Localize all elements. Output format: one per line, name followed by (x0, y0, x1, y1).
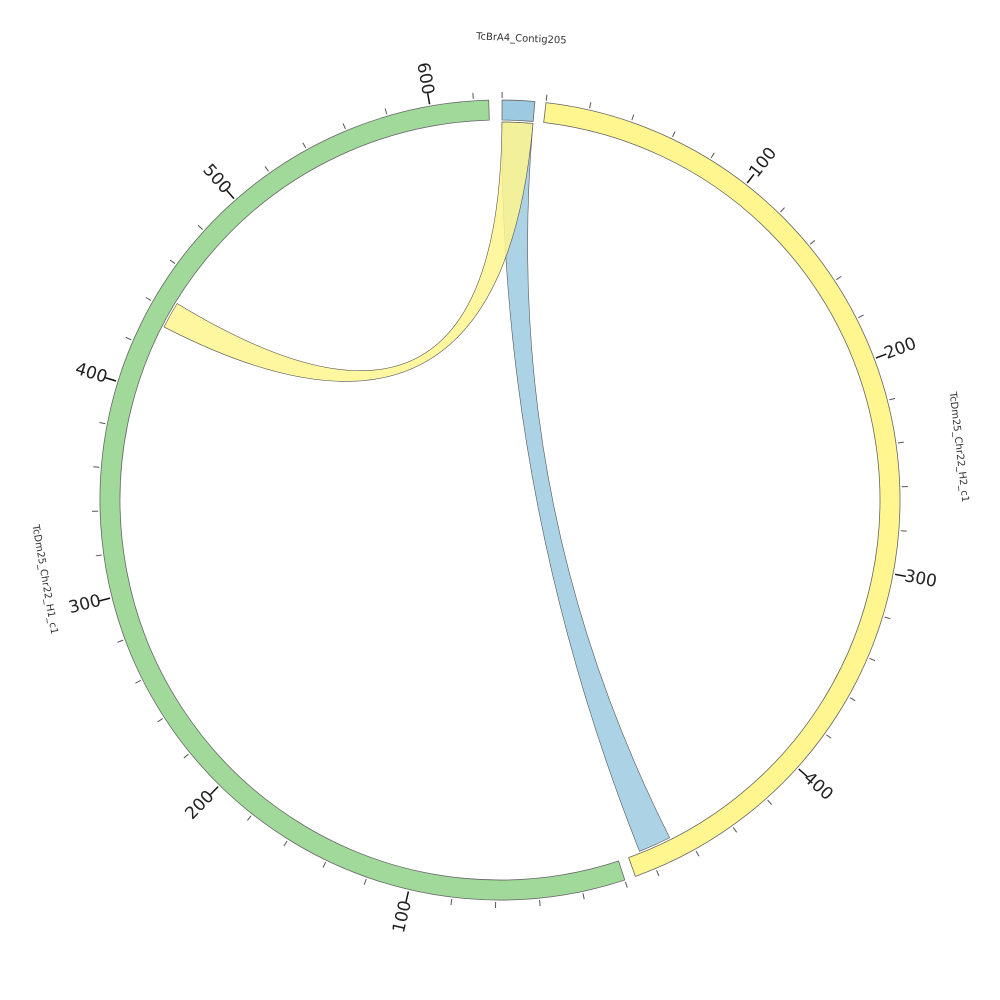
minor-tick (858, 314, 864, 319)
tick-label: 300 (903, 566, 939, 592)
links (163, 121, 671, 852)
major-tick (209, 786, 219, 796)
major-tick (894, 573, 907, 578)
minor-tick (767, 799, 772, 805)
minor-tick (884, 616, 891, 620)
minor-tick (95, 554, 102, 557)
segment-label: TcDm25_Chr22_H1_c1 (29, 523, 59, 635)
minor-tick (157, 718, 163, 723)
minor-tick (582, 893, 585, 900)
minor-tick (135, 680, 142, 684)
major-tick (746, 173, 755, 184)
minor-tick (695, 850, 700, 857)
minor-tick (302, 142, 307, 149)
minor-tick (197, 225, 203, 230)
minor-tick (539, 900, 541, 907)
minor-tick (125, 336, 132, 341)
link-ribbon (501, 121, 671, 852)
tick-label: 100 (745, 144, 781, 182)
tick-label: 400 (73, 359, 110, 388)
segment-arc (501, 99, 536, 122)
minor-tick (169, 259, 176, 264)
minor-tick (283, 840, 288, 847)
minor-tick (145, 297, 152, 301)
minor-tick (183, 753, 189, 759)
minor-tick (656, 870, 660, 876)
major-tick (875, 353, 887, 359)
minor-tick (780, 207, 785, 213)
minor-tick (322, 861, 327, 868)
minor-tick (117, 639, 124, 643)
minor-tick (450, 899, 453, 906)
minor-tick (672, 131, 676, 138)
major-tick (105, 377, 117, 382)
minor-tick (710, 152, 715, 159)
minor-tick (624, 881, 628, 888)
major-tick (426, 93, 431, 105)
minor-tick (849, 697, 856, 702)
major-tick (405, 891, 410, 903)
tick-label: 600 (412, 61, 437, 96)
tick-label: 500 (199, 160, 235, 198)
segment-label: TcDm25_Chr22_H2_c1 (947, 390, 971, 503)
minor-tick (869, 657, 876, 662)
minor-tick (897, 441, 904, 444)
major-tick (226, 189, 235, 200)
tick-label: 200 (882, 334, 919, 364)
segment-arc (543, 102, 901, 877)
minor-tick (589, 102, 592, 109)
major-tick (99, 597, 111, 602)
minor-tick (99, 422, 106, 425)
tick-label: 300 (67, 591, 103, 618)
minor-tick (247, 815, 252, 821)
minor-tick (732, 827, 738, 833)
minor-tick (363, 878, 367, 885)
link-ribbon (163, 121, 534, 382)
minor-tick (631, 114, 635, 121)
segment-label: TcBrA4_Contig205 (475, 31, 567, 46)
tick-label: 100 (389, 899, 416, 935)
minor-tick (835, 275, 842, 281)
minor-tick (545, 94, 548, 101)
segment-arc (99, 99, 626, 901)
minor-tick (342, 123, 346, 130)
minor-tick (889, 397, 896, 401)
major-tick (798, 768, 808, 777)
minor-tick (809, 240, 816, 245)
minor-tick (384, 108, 388, 115)
minor-tick (264, 166, 269, 172)
minor-tick (826, 734, 832, 739)
